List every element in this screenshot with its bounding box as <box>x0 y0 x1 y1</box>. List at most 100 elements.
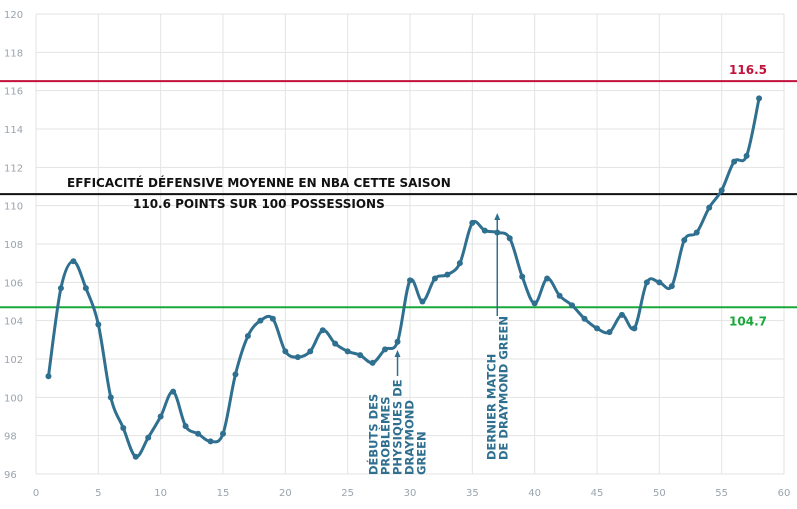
data-point <box>269 315 276 322</box>
data-point <box>394 338 401 345</box>
data-point <box>257 317 264 324</box>
data-point <box>157 413 164 420</box>
data-point <box>631 325 638 332</box>
y-tick-label: 102 <box>4 355 23 366</box>
data-point <box>481 227 488 234</box>
x-tick-label: 25 <box>341 488 354 499</box>
data-point <box>668 283 675 290</box>
data-point <box>569 302 576 309</box>
data-point <box>332 340 339 347</box>
data-point <box>519 273 526 280</box>
data-point <box>57 285 64 292</box>
data-point <box>120 425 127 431</box>
annotation-line: DRAYMOND <box>403 400 417 475</box>
reference-label: 104.7 <box>729 314 767 328</box>
y-tick-label: 96 <box>4 470 17 481</box>
data-point <box>357 352 364 359</box>
y-tick-label: 104 <box>4 317 23 328</box>
reference-lines: 116.5 104.7 <box>0 63 797 328</box>
data-point <box>45 373 52 380</box>
data-point <box>369 359 376 366</box>
annotation-line: DERNIER MATCH <box>484 354 498 460</box>
x-tick-label: 50 <box>653 488 666 499</box>
annotation-line: GREEN <box>415 431 429 475</box>
y-tick-label: 116 <box>4 87 23 98</box>
data-point <box>706 204 713 211</box>
data-point <box>307 348 314 355</box>
data-point <box>244 333 251 339</box>
y-tick-label: 120 <box>4 10 23 21</box>
y-tick-label: 108 <box>4 240 23 251</box>
data-point <box>70 258 77 265</box>
average-subtitle: 110.6 POINTS SUR 100 POSSESSIONS <box>133 197 385 211</box>
data-point <box>107 394 114 401</box>
data-point <box>319 327 326 334</box>
data-point <box>195 430 202 437</box>
data-point <box>731 158 738 165</box>
data-point <box>170 388 177 395</box>
data-point <box>407 277 413 284</box>
data-point <box>82 285 89 292</box>
x-tick-label: 35 <box>466 488 479 499</box>
data-point <box>743 152 750 159</box>
data-point <box>444 271 451 278</box>
x-tick-label: 15 <box>217 488 230 499</box>
data-point <box>506 235 513 242</box>
annotation-line: DE DRAYMOND GREEN <box>496 316 510 460</box>
data-point <box>132 453 139 460</box>
y-tick-label: 118 <box>4 48 23 59</box>
x-tick-label: 60 <box>778 488 791 499</box>
annotation-arrowhead <box>394 350 401 357</box>
data-point <box>581 315 588 322</box>
x-tick-label: 0 <box>33 488 39 499</box>
x-tick-label: 5 <box>95 488 101 499</box>
annotation-line: DÉBUTS DES <box>366 394 381 475</box>
data-point <box>693 229 700 236</box>
x-tick-label: 45 <box>591 488 604 499</box>
annotation-line: PHYSIQUES DE <box>391 379 405 475</box>
data-point <box>681 237 688 244</box>
x-tick-label: 55 <box>715 488 728 499</box>
data-point <box>182 423 189 430</box>
data-point <box>220 430 226 437</box>
data-point <box>556 292 563 299</box>
y-tick-label: 110 <box>4 202 23 213</box>
y-tick-label: 98 <box>4 432 17 443</box>
data-point <box>618 311 625 318</box>
x-tick-label: 40 <box>528 488 541 499</box>
x-tick-label: 20 <box>279 488 292 499</box>
data-point <box>294 354 301 361</box>
x-tick-label: 10 <box>154 488 167 499</box>
data-point <box>456 260 463 267</box>
y-axis-ticks: 96 98 100 102 104 106 108 110 112 114 116 118 120 <box>4 10 23 481</box>
data-point <box>207 438 214 445</box>
data-point <box>232 371 239 378</box>
y-tick-label: 106 <box>4 278 23 289</box>
data-point <box>606 329 613 336</box>
data-point <box>382 346 389 353</box>
annotation-arrowhead <box>494 213 501 220</box>
y-tick-label: 114 <box>4 125 23 136</box>
y-tick-label: 100 <box>4 393 23 404</box>
data-point <box>431 275 438 282</box>
data-point <box>718 187 725 194</box>
x-axis-ticks: 0 5 10 15 20 25 30 35 40 45 50 55 60 <box>33 488 791 499</box>
average-title: EFFICACITÉ DÉFENSIVE MOYENNE EN NBA CETT… <box>67 175 451 190</box>
series-group <box>46 96 761 459</box>
reference-label: 116.5 <box>729 63 767 77</box>
data-point <box>594 325 600 332</box>
data-point <box>756 95 763 102</box>
data-point <box>469 219 476 226</box>
data-point <box>419 298 426 305</box>
annotation-line: PROBLÈMES <box>378 396 393 475</box>
data-point <box>544 275 551 282</box>
data-point <box>95 321 102 328</box>
data-point <box>344 348 351 355</box>
data-point <box>145 434 152 441</box>
data-point <box>656 279 663 286</box>
series-points <box>45 95 763 460</box>
